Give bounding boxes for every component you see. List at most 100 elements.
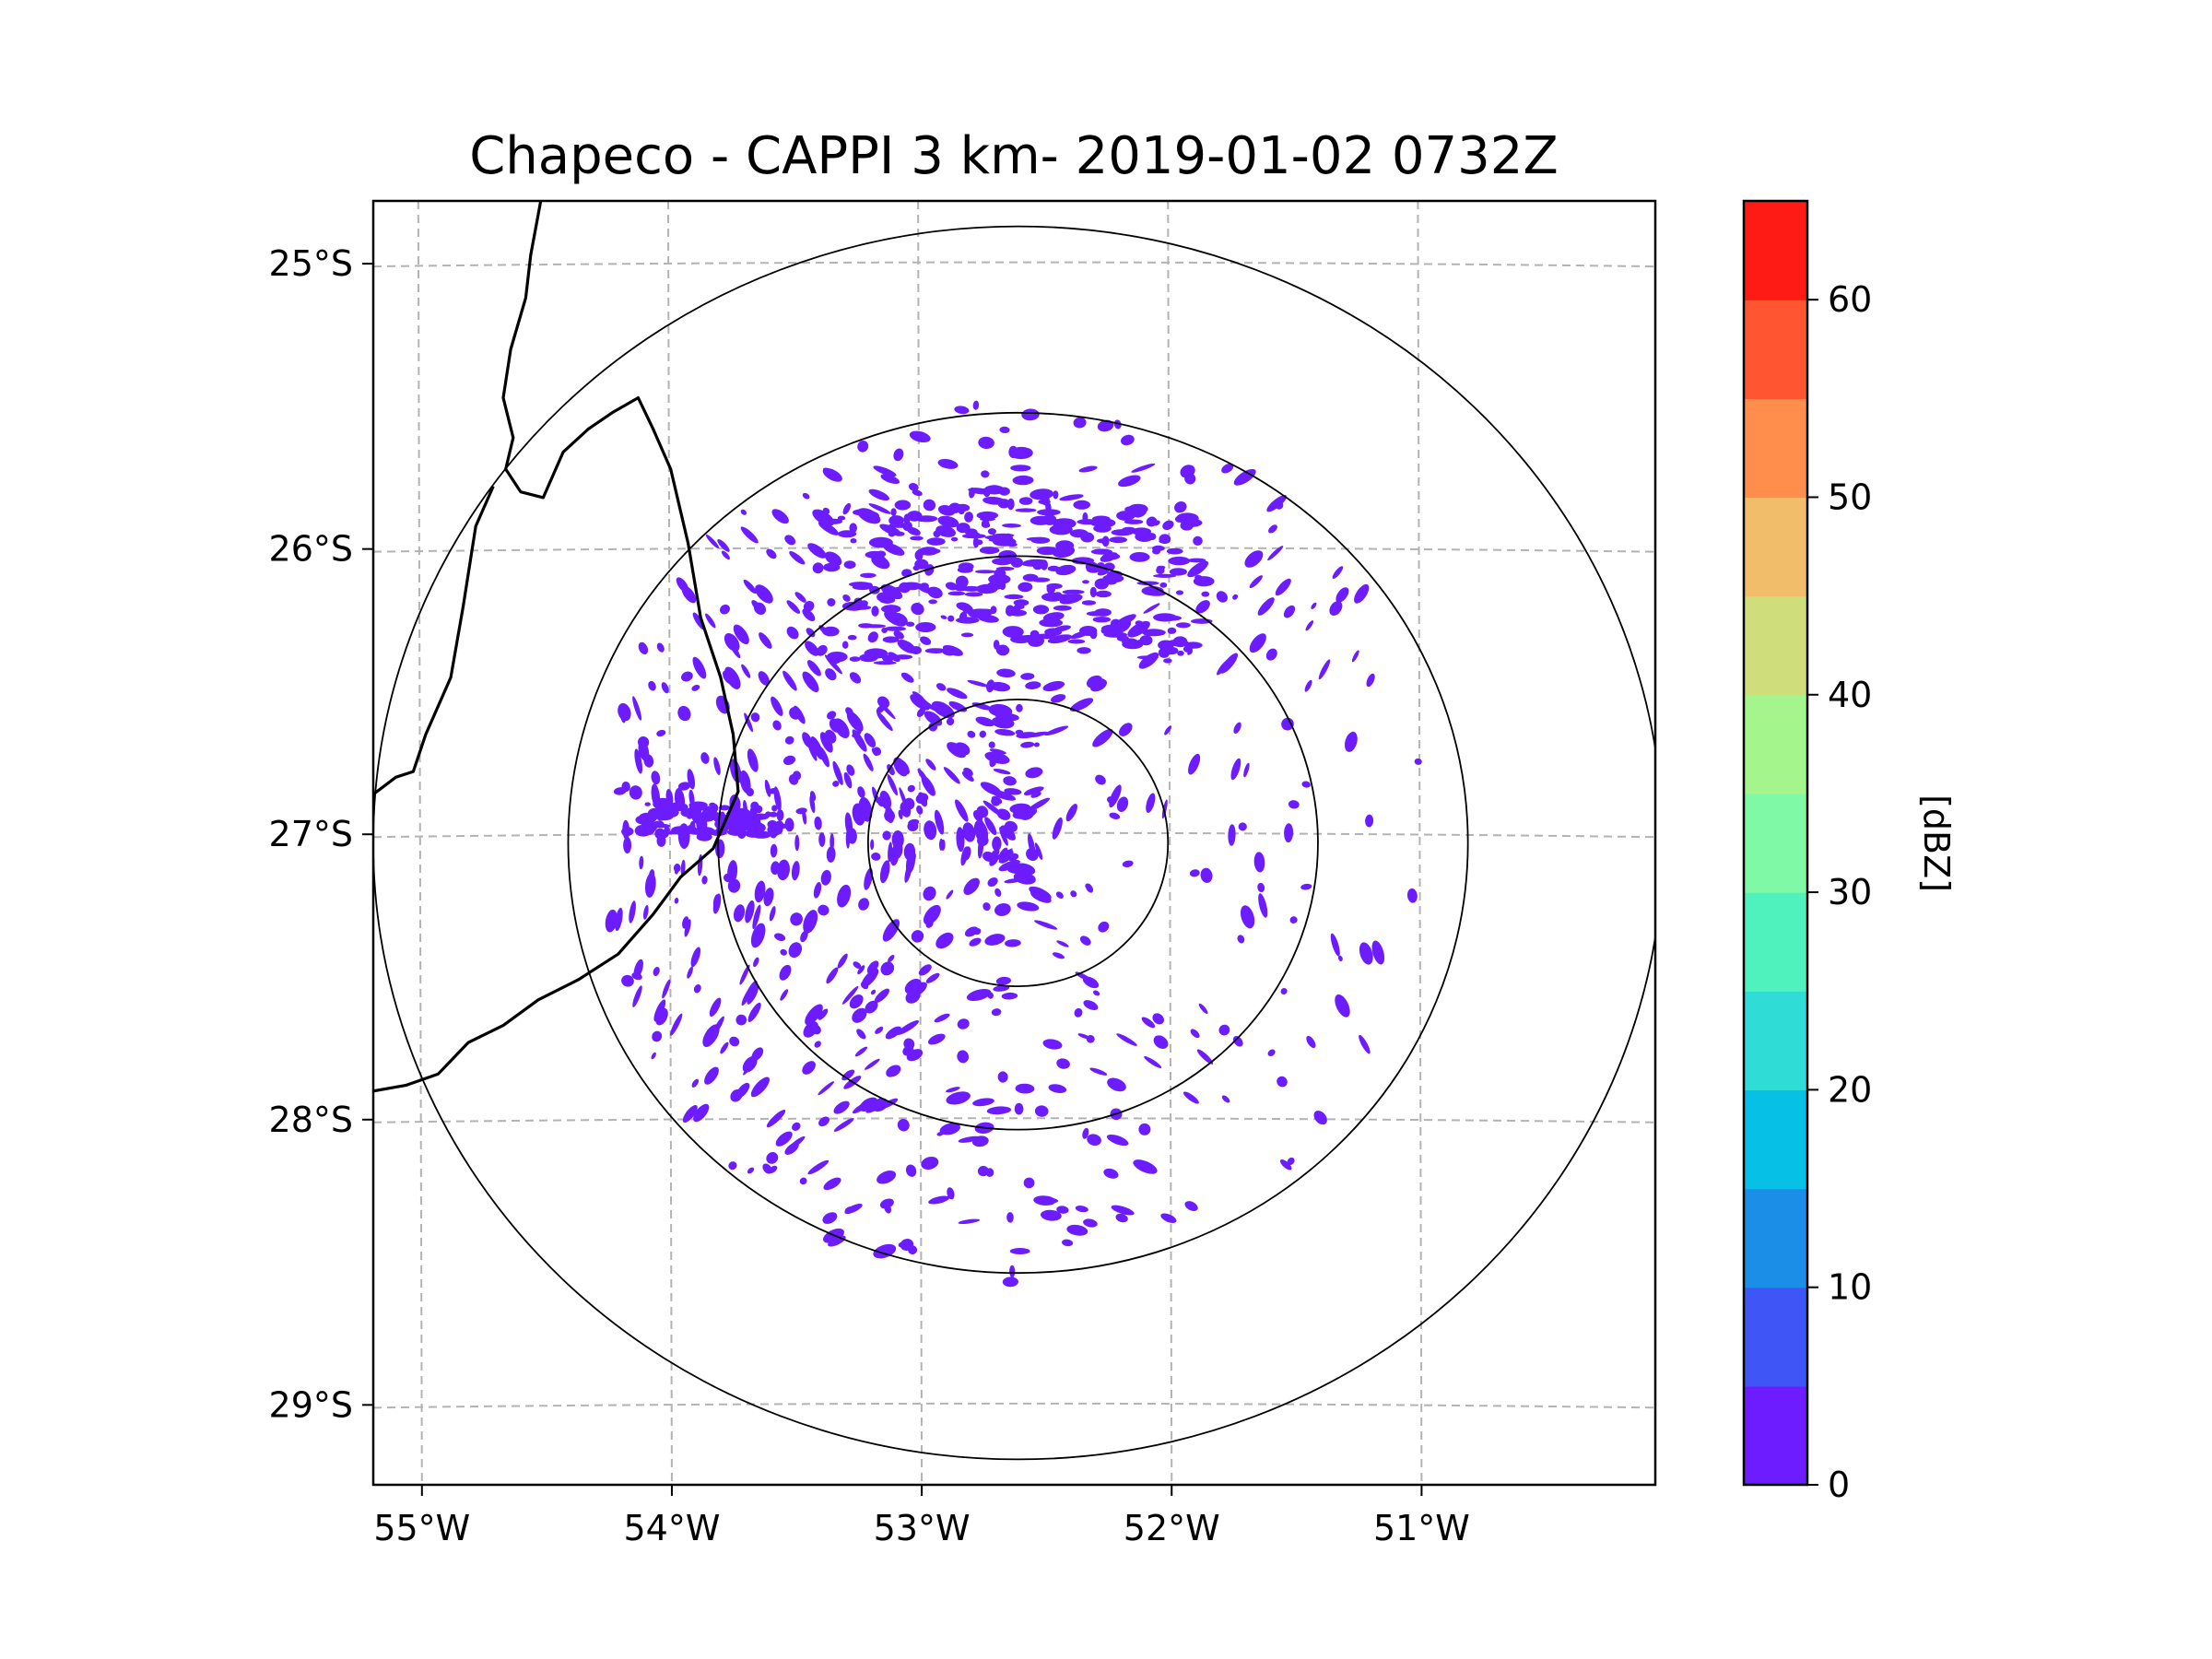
- echo-cell: [888, 954, 895, 963]
- echo-cell: [849, 523, 857, 534]
- echo-cell: [1266, 495, 1288, 512]
- echo-cell: [824, 551, 842, 566]
- echo-cell: [911, 603, 924, 616]
- echo-cell: [1034, 1105, 1049, 1117]
- echo-cell: [833, 718, 850, 739]
- echo-cell: [926, 537, 946, 546]
- echo-cell: [823, 1177, 841, 1191]
- echo-cell: [958, 1218, 981, 1225]
- echo-cell: [747, 748, 759, 772]
- echo-cell: [933, 530, 941, 538]
- echo-cell: [1118, 475, 1141, 488]
- echo-cell: [1354, 583, 1370, 604]
- echo-cell: [1018, 582, 1033, 593]
- echo-cell: [1124, 506, 1135, 512]
- meridian-gridline: [1417, 201, 1423, 1485]
- colorbar-segment: [1744, 1089, 1807, 1190]
- echo-cell: [1167, 627, 1177, 634]
- echo-cell: [1021, 408, 1040, 421]
- echo-cell: [688, 801, 708, 809]
- echo-cell: [1110, 627, 1119, 636]
- colorbar-segment: [1744, 497, 1807, 597]
- echo-cell: [1301, 781, 1311, 788]
- echo-cell: [889, 845, 900, 866]
- echo-cell: [928, 1195, 950, 1205]
- echo-cell: [1244, 550, 1264, 568]
- echo-cell: [1142, 629, 1166, 637]
- echo-cell: [873, 747, 882, 756]
- echo-cell: [1074, 1007, 1083, 1018]
- echo-cell: [814, 1041, 821, 1048]
- echo-cell: [966, 988, 992, 1002]
- colorbar-segment: [1744, 1287, 1807, 1387]
- echo-cell: [1042, 1039, 1063, 1050]
- echo-cell: [988, 703, 1013, 718]
- echo-cell: [992, 533, 1015, 537]
- echo-cell: [771, 805, 778, 812]
- echo-cell: [729, 1036, 740, 1047]
- echo-cell: [1366, 673, 1375, 688]
- echo-cell: [991, 716, 1015, 729]
- echo-cell: [792, 1122, 801, 1131]
- echo-cell: [661, 682, 669, 694]
- echo-cell: [852, 605, 872, 610]
- echo-cell: [1070, 698, 1094, 712]
- echo-cell: [709, 997, 722, 1018]
- echo-cell: [1009, 803, 1031, 814]
- colorbar-segment: [1744, 1385, 1807, 1486]
- echo-cell: [1121, 434, 1135, 446]
- echo-cell: [605, 909, 618, 933]
- colorbar-segment: [1744, 694, 1807, 794]
- echo-cell: [1136, 655, 1159, 660]
- echo-cell: [1193, 535, 1203, 547]
- echo-cell: [1044, 628, 1063, 637]
- echo-cell: [1041, 559, 1048, 571]
- echo-cell: [629, 900, 636, 924]
- echo-cell: [1056, 545, 1067, 556]
- echo-cell: [1077, 647, 1091, 654]
- echo-cell: [1062, 589, 1085, 594]
- echo-cell: [984, 817, 997, 836]
- echo-cell: [912, 489, 923, 497]
- echo-cell: [915, 515, 938, 523]
- echo-cell: [1300, 883, 1312, 890]
- echo-cell: [1305, 620, 1314, 631]
- colorbar-segment: [1744, 991, 1807, 1090]
- echo-cell: [656, 642, 665, 653]
- echo-cell: [852, 730, 862, 738]
- echo-cell: [1238, 822, 1247, 831]
- echo-cell: [677, 798, 685, 810]
- echo-cell: [826, 967, 839, 984]
- echo-cell: [695, 813, 716, 822]
- echo-cell: [881, 1098, 899, 1109]
- echo-cell: [888, 515, 904, 526]
- echo-cell: [1161, 799, 1168, 819]
- range-ring: [717, 555, 1319, 1131]
- echo-cell: [943, 767, 960, 784]
- echo-cell: [1014, 1102, 1024, 1115]
- echo-cell: [1359, 1034, 1371, 1054]
- echo-cell: [1134, 528, 1144, 535]
- echo-cell: [849, 994, 864, 1009]
- echo-cell: [720, 806, 738, 810]
- echo-cell: [916, 707, 925, 717]
- echo-cell: [802, 492, 810, 500]
- echo-cell: [665, 830, 683, 835]
- echo-cell: [1050, 694, 1066, 703]
- echo-cell: [1073, 500, 1090, 510]
- echo-cell: [1027, 797, 1051, 812]
- echo-cell: [1157, 565, 1166, 570]
- echo-cell: [1313, 1111, 1327, 1125]
- echo-cell: [888, 530, 896, 537]
- echo-cell: [994, 888, 1002, 898]
- echo-cell: [946, 717, 955, 726]
- echo-cell: [1109, 536, 1127, 544]
- echo-cell: [789, 551, 806, 565]
- echo-cell: [741, 985, 753, 1006]
- echo-cell: [784, 818, 794, 832]
- echo-cell: [987, 992, 994, 999]
- echo-cell: [1023, 1177, 1035, 1189]
- echo-cell: [750, 1077, 770, 1098]
- y-tick-label: 28°S: [269, 1100, 353, 1140]
- echo-cell: [857, 440, 869, 453]
